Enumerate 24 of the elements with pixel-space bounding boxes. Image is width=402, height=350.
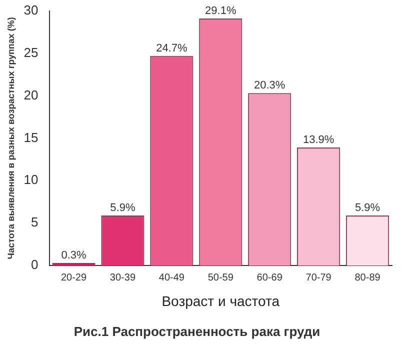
- y-tick-label: 25: [24, 44, 38, 60]
- data-label: 29.1%: [205, 4, 236, 17]
- y-axis-title: Частота выявления в разных возрастных группах (%): [6, 17, 16, 260]
- y-tick-label: 0: [31, 257, 38, 272]
- x-tick-label: 50-59: [208, 272, 234, 284]
- y-tick-label: 10: [24, 172, 38, 188]
- text: Рис.1 Распространенность рака груди: [74, 324, 320, 339]
- y-tick-label: 15: [24, 130, 38, 145]
- x-tick-label: 80-89: [354, 272, 381, 284]
- data-label: 5.9%: [354, 202, 380, 214]
- x-tick-label: 60-69: [256, 272, 283, 284]
- x-tick-label: 70-79: [306, 272, 332, 284]
- y-tick-label: 30: [24, 2, 38, 18]
- x-axis-title: Возраст и частота: [162, 292, 280, 309]
- y-tick-label: 5: [31, 214, 38, 230]
- x-tick-label: 30-39: [110, 272, 136, 284]
- data-label: 13.9%: [302, 134, 334, 146]
- x-tick-label: 20-29: [60, 272, 87, 284]
- data-label: 5.9%: [110, 202, 136, 214]
- y-tick-label: 20: [24, 87, 38, 102]
- data-label: 0.3%: [61, 250, 86, 262]
- x-tick-label: 40-49: [158, 272, 185, 284]
- data-label: 24.7%: [156, 42, 188, 54]
- data-label: 20.3%: [254, 80, 286, 92]
